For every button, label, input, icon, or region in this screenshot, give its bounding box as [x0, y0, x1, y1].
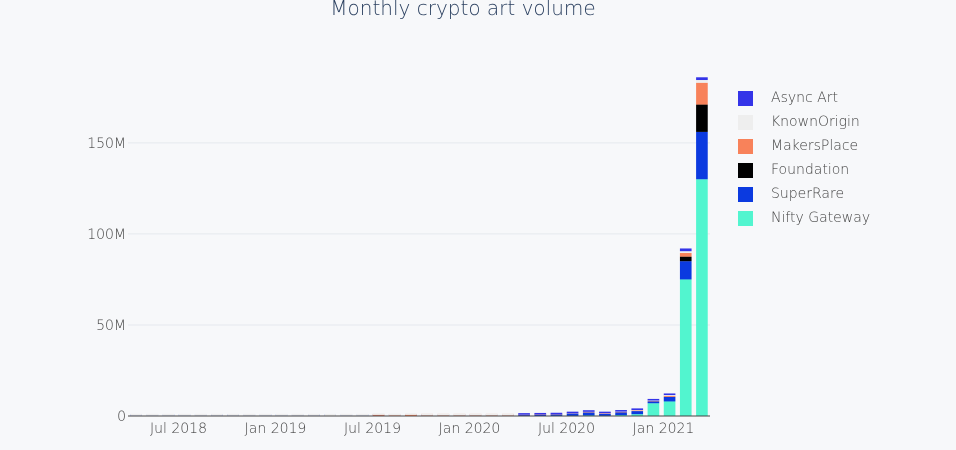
bar-segment-knownorigin[interactable] — [663, 394, 676, 396]
legend-swatch — [738, 162, 753, 178]
bar-segment-foundation[interactable] — [696, 104, 708, 132]
y-tick-label: 100M — [87, 227, 126, 243]
legend-item[interactable]: Nifty Gateway — [738, 206, 870, 230]
x-tick-label: Jan 2020 — [439, 421, 501, 437]
legend-swatch — [738, 186, 753, 202]
bar-segment-knownorigin[interactable] — [194, 413, 207, 416]
bar-segment-nifty-gateway[interactable] — [615, 414, 627, 416]
legend-item[interactable]: KnownOrigin — [738, 110, 870, 134]
bar-segment-knownorigin[interactable] — [162, 413, 175, 416]
bar-segment-superrare[interactable] — [696, 131, 708, 180]
legend-item[interactable]: Async Art — [738, 86, 870, 110]
legend-swatch — [738, 210, 753, 226]
bar-segment-knownorigin[interactable] — [324, 413, 336, 416]
legend-label: MakersPlace — [771, 138, 859, 154]
bar-segment-superrare[interactable] — [663, 396, 676, 402]
x-tick-label: Jan 2019 — [245, 421, 307, 437]
bar-segment-async-art[interactable] — [631, 408, 644, 410]
bar-segment-async-art[interactable] — [534, 412, 547, 415]
bar-segment-foundation[interactable] — [679, 256, 692, 262]
bar-segment-nifty-gateway[interactable] — [679, 279, 692, 416]
bar-segment-superrare[interactable] — [679, 261, 692, 280]
legend-swatch — [738, 138, 753, 154]
bar-segment-superrare[interactable] — [647, 401, 660, 404]
bar-segment-knownorigin[interactable] — [502, 413, 514, 416]
legend-label: KnownOrigin — [771, 114, 860, 130]
bar-segment-async-art[interactable] — [518, 413, 530, 415]
bar-segment-knownorigin[interactable] — [388, 413, 401, 416]
legend-label: SuperRare — [771, 186, 845, 202]
bar-segment-makersplace[interactable] — [679, 253, 692, 257]
y-tick-label: 50M — [96, 318, 126, 334]
bar-segment-async-art[interactable] — [615, 410, 627, 412]
bar-segment-superrare[interactable] — [615, 412, 627, 416]
bar-segment-knownorigin[interactable] — [308, 413, 320, 416]
bar-segment-knownorigin[interactable] — [421, 413, 433, 416]
bar-segment-knownorigin[interactable] — [275, 413, 288, 416]
legend: Async Art KnownOrigin MakersPlace Foundatio… — [738, 86, 870, 230]
bar-segment-async-art[interactable] — [582, 410, 595, 412]
x-tick-label: Jan 2021 — [633, 421, 695, 437]
bar-segment-async-art[interactable] — [647, 398, 660, 401]
legend-swatch — [738, 114, 753, 130]
y-tick-label: 0 — [117, 409, 126, 425]
bar-segment-knownorigin[interactable] — [130, 413, 142, 416]
legend-item[interactable]: Foundation — [738, 158, 870, 182]
bar-layer — [130, 77, 708, 416]
legend-swatch — [738, 90, 753, 106]
bar-segment-knownorigin[interactable] — [469, 413, 482, 416]
bar-segment-async-art[interactable] — [663, 393, 676, 396]
bar-segment-knownorigin[interactable] — [485, 413, 498, 416]
bar-segment-knownorigin[interactable] — [453, 413, 466, 416]
bar-segment-knownorigin[interactable] — [356, 413, 369, 416]
bar-segment-knownorigin[interactable] — [372, 413, 385, 415]
bar-segment-knownorigin[interactable] — [227, 413, 239, 416]
bar-segment-superrare[interactable] — [566, 413, 579, 416]
bar-segment-async-art[interactable] — [599, 411, 611, 414]
bar-segment-knownorigin[interactable] — [679, 251, 692, 254]
x-tick-label: Jul 2020 — [538, 421, 595, 437]
bar-segment-knownorigin[interactable] — [178, 413, 191, 416]
bar-segment-async-art[interactable] — [679, 248, 692, 252]
bar-segment-knownorigin[interactable] — [291, 413, 304, 416]
bar-segment-async-art[interactable] — [550, 412, 563, 415]
chart-title: Monthly crypto art volume — [330, 0, 596, 20]
bar-segment-knownorigin[interactable] — [340, 413, 353, 416]
legend-item[interactable]: SuperRare — [738, 182, 870, 206]
x-tick-label: Jul 2018 — [150, 421, 207, 437]
bar-segment-knownorigin[interactable] — [405, 413, 417, 415]
bar-segment-knownorigin[interactable] — [259, 413, 272, 416]
bar-segment-async-art[interactable] — [566, 411, 579, 414]
bar-segment-nifty-gateway[interactable] — [647, 403, 660, 416]
bar-segment-knownorigin[interactable] — [696, 80, 708, 83]
y-tick-label: 150M — [87, 136, 126, 152]
legend-label: Nifty Gateway — [771, 210, 871, 226]
bar-segment-knownorigin[interactable] — [211, 413, 223, 416]
legend-label: Foundation — [771, 162, 850, 178]
bar-segment-superrare[interactable] — [599, 413, 611, 416]
x-tick-label: Jul 2019 — [344, 421, 401, 437]
bar-segment-knownorigin[interactable] — [243, 413, 256, 416]
bar-segment-nifty-gateway[interactable] — [696, 179, 708, 416]
bar-segment-knownorigin[interactable] — [437, 413, 450, 416]
bar-segment-nifty-gateway[interactable] — [631, 414, 644, 416]
bar-segment-makersplace[interactable] — [696, 82, 708, 105]
bar-segment-async-art[interactable] — [696, 77, 708, 81]
bar-segment-superrare[interactable] — [631, 411, 644, 415]
bar-segment-superrare[interactable] — [582, 412, 595, 416]
grid-layer — [128, 142, 710, 326]
legend-label: Async Art — [771, 90, 838, 106]
axis-layer: 0 50M 100M 150M Jul 2018 Jan 2019 Jul 2019 Jan … — [87, 136, 710, 437]
bar-segment-makersplace[interactable] — [663, 395, 676, 397]
bar-segment-knownorigin[interactable] — [146, 413, 159, 416]
legend-item[interactable]: MakersPlace — [738, 134, 870, 158]
bar-segment-nifty-gateway[interactable] — [663, 401, 676, 416]
